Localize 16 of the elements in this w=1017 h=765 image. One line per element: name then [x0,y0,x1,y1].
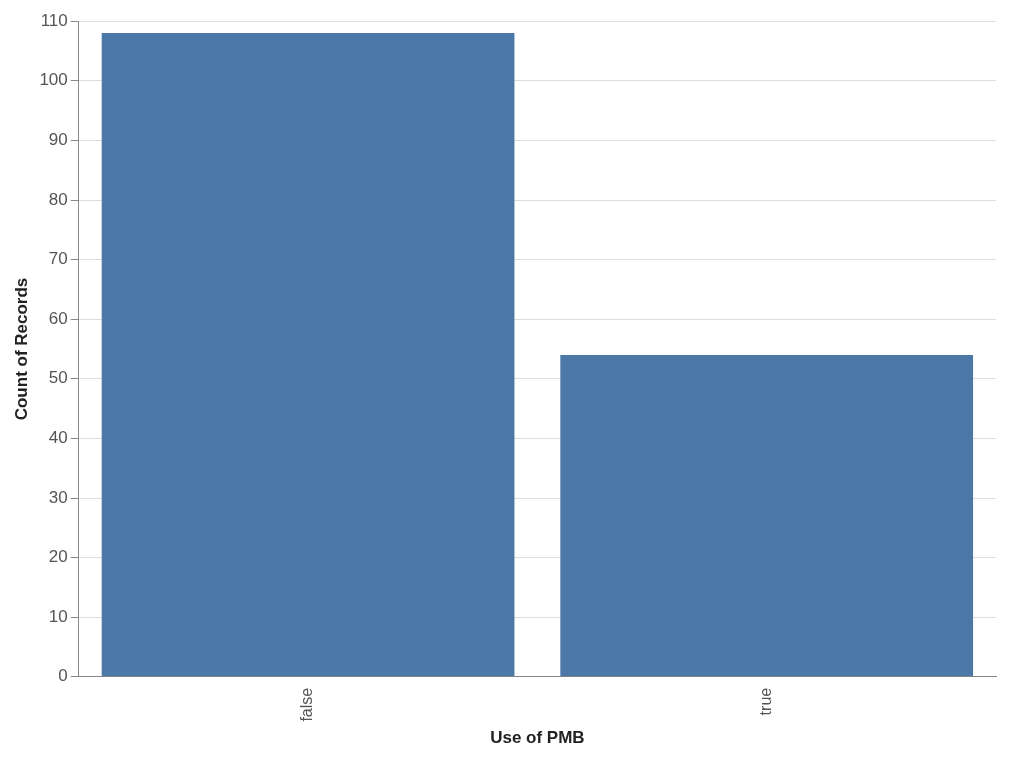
y-tick-label: 20 [48,547,68,567]
y-tick-label: 60 [48,308,68,328]
y-tick-label: 10 [48,606,68,626]
y-tick-label: 100 [39,70,68,90]
x-tick-label: false [298,687,316,722]
y-tick-label: 70 [48,249,68,269]
y-tick-label: 110 [40,10,68,30]
y-tick-label: 50 [48,368,68,388]
y-tick-label: 0 [58,666,68,686]
x-tick-label: true [757,687,775,716]
x-axis-title: Use of PMB [490,728,585,748]
y-tick-label: 90 [48,130,68,150]
y-axis-title: Count of Records [11,277,31,421]
y-tick-label: 40 [48,428,68,448]
y-tick-label: 80 [48,189,68,209]
y-tick-label: 30 [48,487,68,507]
